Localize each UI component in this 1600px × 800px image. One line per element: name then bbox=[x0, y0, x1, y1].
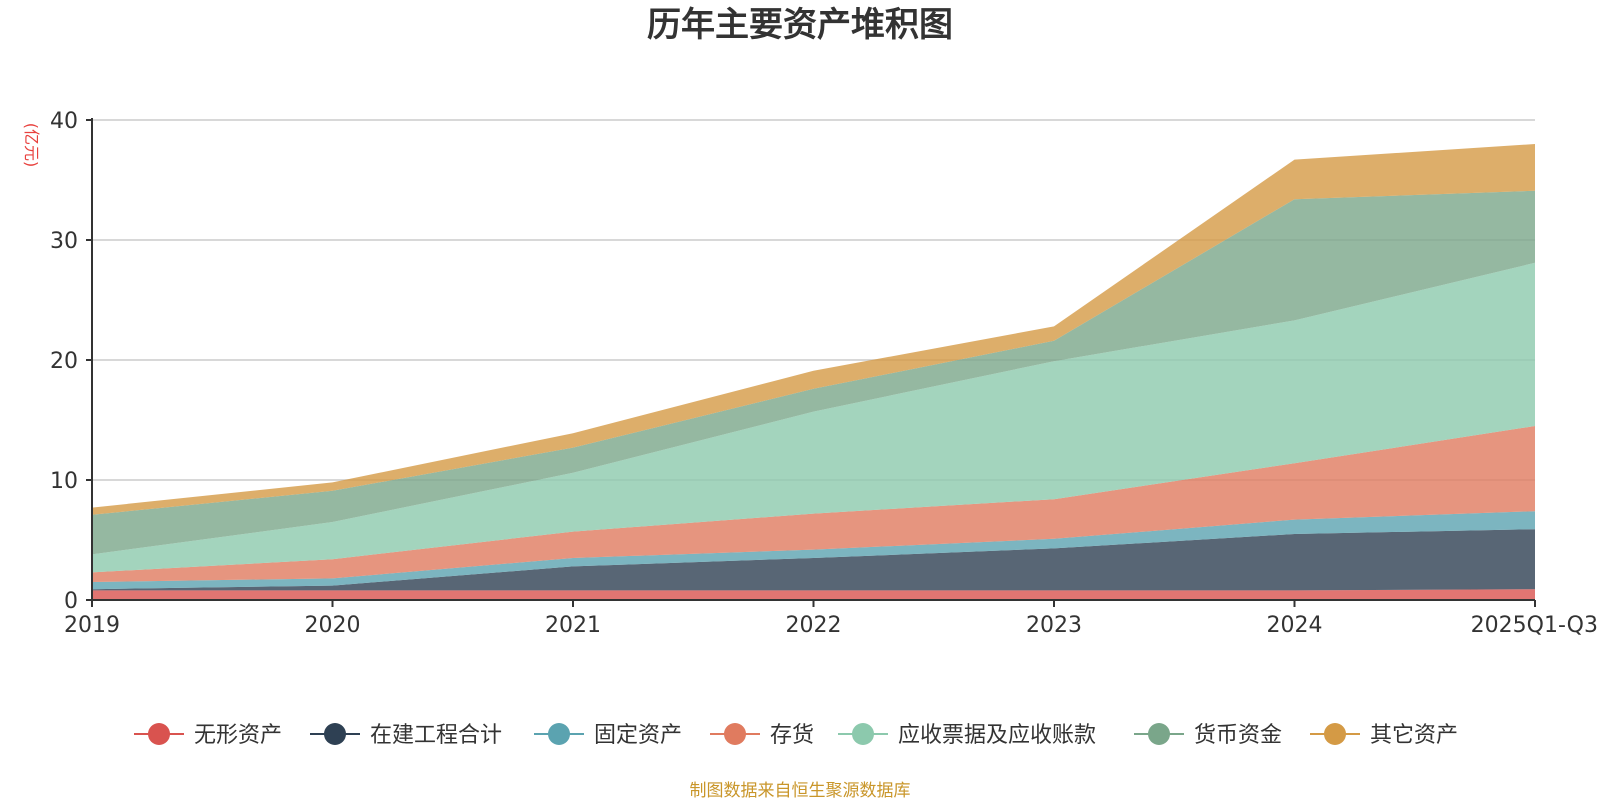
chart-title: 历年主要资产堆积图 bbox=[647, 5, 953, 45]
x-tick-label-0: 2019 bbox=[64, 613, 120, 638]
data-source-note: 制图数据来自恒生聚源数据库 bbox=[690, 781, 911, 800]
legend-marker-4 bbox=[852, 723, 874, 745]
legend-label-5: 货币资金 bbox=[1194, 723, 1282, 748]
y-tick-label-0: 0 bbox=[64, 589, 78, 614]
legend-marker-1 bbox=[324, 723, 346, 745]
legend-label-4: 应收票据及应收账款 bbox=[898, 723, 1096, 748]
x-tick-label-6: 2025Q1-Q3 bbox=[1471, 613, 1598, 638]
area-series-3 bbox=[92, 426, 1535, 582]
y-tick-label-1: 10 bbox=[50, 469, 78, 494]
area-series-6 bbox=[92, 144, 1535, 515]
y-axis-ticks: 0 10 20 30 40 bbox=[50, 109, 92, 614]
legend-marker-6 bbox=[1324, 723, 1346, 745]
y-tick-label-3: 30 bbox=[50, 229, 78, 254]
area-series-0 bbox=[92, 589, 1535, 600]
legend-item-5[interactable]: 货币资金 bbox=[1134, 723, 1282, 748]
legend-marker-3 bbox=[724, 723, 746, 745]
x-tick-label-5: 2024 bbox=[1267, 613, 1323, 638]
x-tick-label-1: 2020 bbox=[305, 613, 361, 638]
legend-label-0: 无形资产 bbox=[194, 723, 282, 748]
x-tick-label-2: 2021 bbox=[545, 613, 601, 638]
legend-item-3[interactable]: 存货 bbox=[710, 723, 814, 748]
y-tick-label-4: 40 bbox=[50, 109, 78, 134]
area-series-4 bbox=[92, 262, 1535, 573]
legend-marker-0 bbox=[148, 723, 170, 745]
area-series-2 bbox=[92, 511, 1535, 590]
legend-item-2[interactable]: 固定资产 bbox=[534, 723, 682, 748]
x-tick-label-3: 2022 bbox=[786, 613, 842, 638]
area-series-5 bbox=[92, 190, 1535, 555]
legend-label-3: 存货 bbox=[770, 723, 814, 748]
legend-item-0[interactable]: 无形资产 bbox=[134, 723, 282, 748]
area-series-1 bbox=[92, 529, 1535, 591]
area-series bbox=[92, 144, 1535, 600]
legend-item-4[interactable]: 应收票据及应收账款 bbox=[838, 723, 1096, 748]
legend: 无形资产 在建工程合计 固定资产 存货 应收票据及应收账款 货币资金 其它资产 bbox=[134, 723, 1458, 748]
legend-label-6: 其它资产 bbox=[1370, 723, 1458, 748]
legend-item-6[interactable]: 其它资产 bbox=[1310, 723, 1458, 748]
legend-item-1[interactable]: 在建工程合计 bbox=[310, 723, 502, 748]
legend-label-1: 在建工程合计 bbox=[370, 723, 502, 748]
y-tick-label-2: 20 bbox=[50, 349, 78, 374]
legend-label-2: 固定资产 bbox=[594, 723, 682, 748]
legend-marker-5 bbox=[1148, 723, 1170, 745]
y-axis-unit: (亿元) bbox=[22, 123, 41, 168]
legend-marker-2 bbox=[548, 723, 570, 745]
x-axis-ticks: 2019 2020 2021 2022 2023 2024 2025Q1-Q3 bbox=[64, 600, 1598, 638]
x-tick-label-4: 2023 bbox=[1026, 613, 1082, 638]
